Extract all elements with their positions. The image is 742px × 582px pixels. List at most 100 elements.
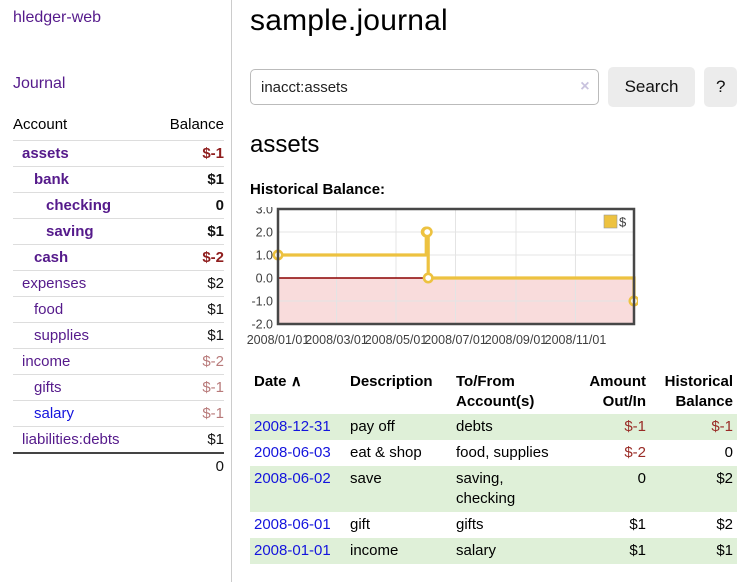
sidebar: hledger-web Journal Account Balance asse… [0, 0, 232, 582]
sort-ascending-icon: ∧ [290, 373, 302, 390]
y-axis-tick-label: 1.0 [256, 249, 273, 263]
chart-title: Historical Balance: [250, 181, 386, 198]
account-row: income $-2 [13, 348, 224, 375]
x-axis-tick-label: 2008/09/01 [485, 333, 548, 347]
transaction-date-link[interactable]: 2008-12-31 [254, 418, 331, 435]
register-table: Date ∧ Description To/From Account(s) Am… [250, 370, 737, 564]
y-axis-tick-label: 2.0 [256, 226, 273, 240]
search-bar: × Search ? [250, 67, 737, 107]
account-row: bank $1 [13, 166, 224, 193]
register-balance-cell: $1 [716, 542, 733, 559]
register-header-balance: Historical Balance [664, 373, 733, 410]
search-input-wrap: × [250, 69, 599, 105]
search-input[interactable] [250, 69, 599, 105]
transaction-date-link[interactable]: 2008-06-02 [254, 470, 331, 487]
account-link[interactable]: salary [34, 405, 75, 422]
register-description-cell: pay off [350, 418, 395, 435]
account-row: supplies $1 [13, 322, 224, 349]
accounts-header-account: Account [13, 116, 68, 133]
account-heading: assets [250, 131, 320, 158]
y-axis-tick-label: -1.0 [251, 295, 273, 309]
account-balance: $-2 [152, 348, 224, 375]
register-header-date[interactable]: Date ∧ [250, 370, 346, 414]
main-content: sample.journal × Search ? assets Histori… [233, 0, 742, 582]
account-link[interactable]: expenses [22, 275, 87, 292]
account-row: gifts $-1 [13, 374, 224, 401]
account-link[interactable]: income [22, 353, 71, 370]
account-row: liabilities:debts $1 [13, 426, 224, 453]
accounts-total-spacer [13, 452, 153, 479]
y-axis-tick-label: -2.0 [251, 318, 273, 332]
x-axis-tick-label: 2008/11/01 [545, 333, 607, 347]
register-balance-cell: $2 [716, 470, 733, 487]
account-balance: $1 [152, 426, 224, 453]
register-amount-cell: $-2 [624, 444, 646, 461]
register-amount-cell: 0 [637, 470, 646, 487]
account-balance: $-2 [152, 244, 224, 271]
account-row: food $1 [13, 296, 224, 323]
register-accounts-cell: gifts [456, 516, 484, 533]
date-header-label: Date [254, 373, 287, 390]
account-link[interactable]: food [34, 301, 64, 318]
legend-label: $ [619, 215, 627, 230]
account-row: expenses $2 [13, 270, 224, 297]
transaction-date-link[interactable]: 2008-01-01 [254, 542, 331, 559]
accounts-total-row: 0 [13, 452, 224, 479]
app-title-link[interactable]: hledger-web [13, 9, 102, 26]
register-balance-cell: $-1 [711, 418, 733, 435]
sidebar-item-journal[interactable]: Journal [13, 75, 66, 92]
account-link[interactable]: bank [34, 171, 70, 188]
register-amount-cell: $-1 [624, 418, 646, 435]
register-description-cell: income [350, 542, 399, 559]
chart-canvas[interactable]: $3.0 2.0 1.0 0.0 -1.0 -2.02008/01/012008/03/0… [240, 203, 640, 353]
account-link[interactable]: assets [22, 145, 69, 162]
register-date-cell: 2008-06-03 [250, 440, 346, 466]
transaction-date-link[interactable]: 2008-06-03 [254, 444, 331, 461]
account-balance: $1 [152, 166, 224, 193]
account-cell: assets [13, 140, 153, 167]
register-accounts-cell: debts [456, 418, 493, 435]
y-axis-tick-label: 3.0 [256, 207, 273, 217]
account-cell: liabilities:debts [13, 426, 153, 453]
register-header-accounts: To/From Account(s) [456, 373, 535, 410]
table-row: 2008-06-03 eat & shop food, supplies $-2 0 [250, 440, 737, 466]
table-row: 2008-06-01 gift gifts $1 $2 [250, 512, 737, 538]
register-description-cell: eat & shop [350, 444, 422, 461]
account-cell: supplies [13, 322, 153, 349]
accounts-table: Account Balance assets $-1 bank $1 checking 0… [13, 112, 224, 479]
search-button[interactable]: Search [607, 67, 696, 107]
x-axis-tick-label: 2008/03/01 [305, 333, 368, 347]
table-row: 2008-12-31 pay off debts $-1 $-1 [250, 414, 737, 440]
account-cell: saving [13, 218, 153, 245]
account-cell: income [13, 348, 153, 375]
account-link[interactable]: checking [46, 197, 112, 214]
account-link[interactable]: supplies [34, 327, 90, 344]
x-axis-tick-label: 2008/07/01 [424, 333, 487, 347]
account-balance: $-1 [152, 374, 224, 401]
register-date-cell: 2008-06-01 [250, 512, 346, 538]
transaction-date-link[interactable]: 2008-06-01 [254, 516, 331, 533]
help-button[interactable]: ? [704, 67, 737, 107]
clear-search-icon[interactable]: × [580, 78, 590, 95]
account-balance: $-1 [152, 140, 224, 167]
historical-balance-chart[interactable]: $3.0 2.0 1.0 0.0 -1.0 -2.0 2008/01/01 2008/03/0… [240, 203, 737, 358]
x-axis-tick-label: 2008/05/01 [365, 333, 428, 347]
account-link[interactable]: saving [46, 223, 94, 240]
account-row: salary $-1 [13, 400, 224, 427]
account-balance: $-1 [152, 400, 224, 427]
account-cell: salary [13, 400, 153, 427]
account-link[interactable]: liabilities:debts [22, 431, 120, 448]
account-balance: $1 [152, 218, 224, 245]
x-axis-tick-label: 2008/01/01 [247, 333, 310, 347]
account-row: saving $1 [13, 218, 224, 245]
account-row: cash $-2 [13, 244, 224, 271]
account-balance: 0 [152, 192, 224, 219]
account-balance: $1 [152, 296, 224, 323]
account-link[interactable]: cash [34, 249, 69, 266]
accounts-header-balance: Balance [169, 116, 224, 133]
account-link[interactable]: gifts [34, 379, 62, 396]
register-header-description: Description [350, 373, 433, 390]
register-description-cell: save [350, 470, 382, 487]
account-cell: checking [13, 192, 153, 219]
